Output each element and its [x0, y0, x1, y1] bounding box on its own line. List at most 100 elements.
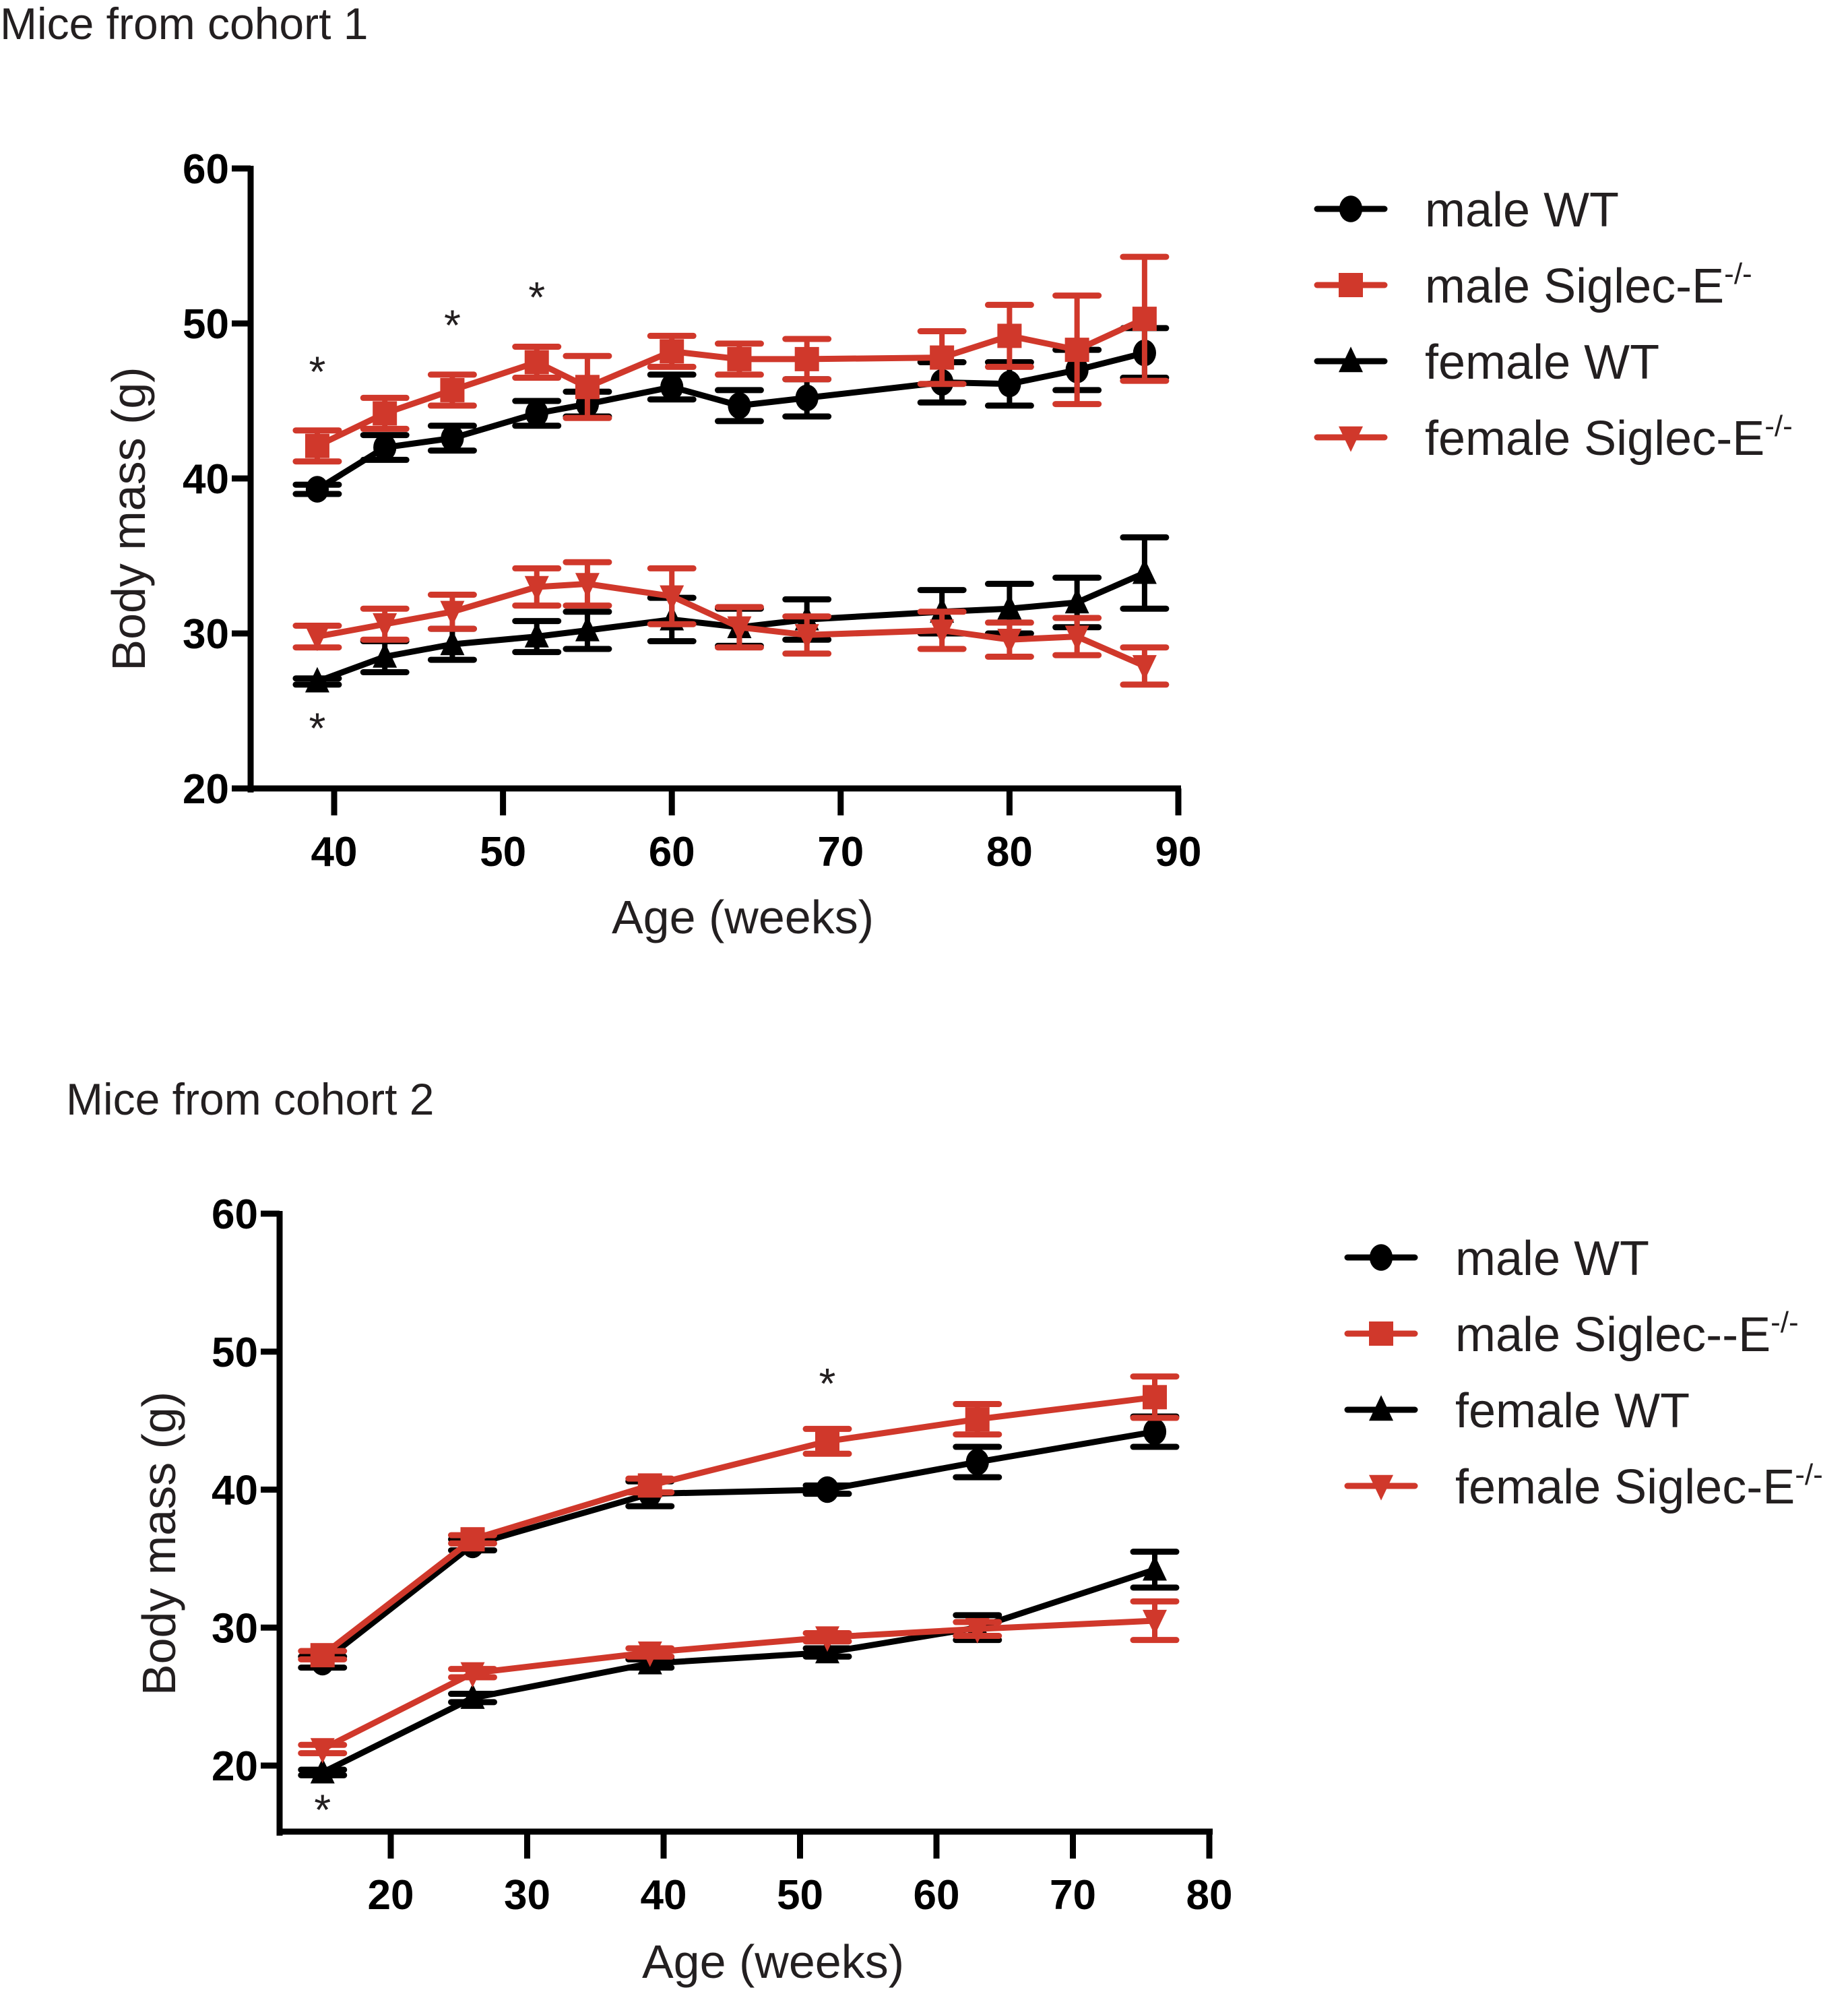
data-point	[305, 476, 329, 503]
data-point	[1143, 1418, 1167, 1445]
data-point	[815, 1429, 839, 1454]
significance-marker: *	[309, 347, 325, 396]
series-female-siglec-e	[292, 559, 1170, 688]
significance-marker: *	[309, 704, 325, 752]
data-point	[575, 573, 600, 598]
series-line	[316, 570, 1146, 685]
y-axis-label: Body mass (g)	[102, 367, 155, 671]
x-tick-label: 80	[986, 829, 1033, 875]
data-point	[310, 1738, 335, 1764]
y-tick-label: 60	[183, 146, 229, 193]
legend-label: male Siglec-E-/-	[1425, 257, 1752, 313]
x-tick-label: 80	[1186, 1872, 1233, 1919]
data-point	[997, 594, 1022, 620]
data-point	[525, 400, 548, 427]
data-point	[795, 384, 819, 412]
chart-panel-2: Mice from cohort 2 20 30 40 50 60 20 30 40 50 60 70…	[66, 1074, 1823, 1988]
legend-label-superscript: -/-	[1771, 1306, 1799, 1339]
legend-label-superscript: -/-	[1724, 257, 1752, 290]
legend-label: female WT	[1455, 1384, 1690, 1438]
y-tick-label: 20	[183, 766, 229, 813]
legend-item: female Siglec-E-/-	[1344, 1458, 1823, 1514]
data-point	[794, 624, 819, 650]
legend-item: male WT	[1344, 1232, 1649, 1286]
data-point	[440, 377, 465, 402]
data-point	[930, 345, 955, 370]
legend-item: male WT	[1314, 183, 1619, 237]
data-point	[727, 616, 752, 642]
data-point	[815, 1476, 839, 1503]
y-axis-label: Body mass (g)	[133, 1392, 185, 1695]
data-point	[373, 401, 397, 426]
chart-title: Mice from cohort 1	[0, 0, 369, 49]
data-point	[1064, 338, 1089, 363]
data-point	[997, 323, 1022, 348]
y-tick-label: 30	[212, 1605, 258, 1652]
y-tick-label: 50	[183, 301, 229, 348]
legend-item: male Siglec-E-/-	[1314, 257, 1752, 313]
y-tick-label: 40	[212, 1468, 258, 1514]
data-point	[524, 622, 549, 648]
data-point	[997, 629, 1022, 654]
data-point	[440, 600, 465, 627]
legend-label: male WT	[1425, 183, 1619, 237]
data-point	[575, 375, 600, 400]
legend-label: female WT	[1425, 336, 1659, 390]
data-point	[305, 625, 329, 652]
data-point	[728, 392, 751, 419]
data-point	[305, 666, 329, 693]
significance-marker: *	[444, 301, 461, 349]
series-line	[321, 1566, 1156, 1776]
data-point	[373, 642, 397, 668]
data-point	[815, 1626, 839, 1652]
chart-panel-1: Mice from cohort 1 20 30 40 50 60 40 50 60 70 80 90…	[0, 0, 1793, 943]
data-point	[1132, 307, 1157, 332]
data-point	[637, 1641, 662, 1667]
data-point	[305, 433, 329, 458]
data-point	[1132, 655, 1157, 681]
data-point	[998, 370, 1021, 398]
legend-label: male Siglec--E-/-	[1455, 1306, 1799, 1362]
data-point	[1132, 558, 1157, 584]
legend-item: male Siglec--E-/-	[1344, 1306, 1799, 1362]
x-axis-label: Age (weeks)	[612, 891, 874, 943]
y-tick-label: 30	[183, 611, 229, 658]
series-male-siglec-e	[292, 253, 1170, 465]
data-point	[727, 346, 752, 371]
data-point	[373, 434, 397, 461]
data-point	[965, 1618, 990, 1644]
x-tick-label: 60	[914, 1872, 960, 1919]
data-point	[930, 619, 955, 645]
data-point	[460, 1662, 485, 1688]
y-tick-label: 50	[212, 1330, 258, 1376]
series-line	[320, 1394, 1155, 1658]
data-point	[1143, 1385, 1167, 1410]
x-tick-label: 50	[480, 829, 526, 875]
x-tick-label: 70	[1050, 1872, 1096, 1919]
data-point	[660, 339, 684, 364]
legend-marker-square-icon	[1339, 273, 1363, 297]
legend-label-superscript: -/-	[1764, 410, 1793, 443]
legend-label-superscript: -/-	[1795, 1458, 1823, 1491]
series-male-siglec-e	[298, 1373, 1180, 1668]
series-female-wt	[298, 1549, 1180, 1784]
data-point	[1064, 625, 1089, 652]
significance-marker: *	[528, 273, 545, 321]
data-point	[794, 346, 819, 371]
series-male-wt	[298, 1413, 1180, 1676]
data-point	[965, 1448, 989, 1476]
legend-marker-triangle-down-icon	[1369, 1474, 1393, 1501]
significance-marker: *	[314, 1786, 331, 1834]
legend-marker-circle-icon	[1369, 1244, 1393, 1271]
y-tick-label: 60	[212, 1191, 258, 1238]
legend-marker-triangle-up-icon	[1339, 346, 1363, 373]
data-point	[1064, 588, 1089, 614]
data-point	[310, 1757, 335, 1784]
x-tick-label: 70	[817, 829, 864, 875]
data-point	[965, 1407, 990, 1432]
data-point	[524, 350, 549, 375]
y-tick-label: 40	[183, 456, 229, 503]
legend-label: female Siglec-E-/-	[1425, 410, 1793, 466]
legend-item: female Siglec-E-/-	[1314, 410, 1793, 466]
series-line	[320, 1429, 1155, 1664]
